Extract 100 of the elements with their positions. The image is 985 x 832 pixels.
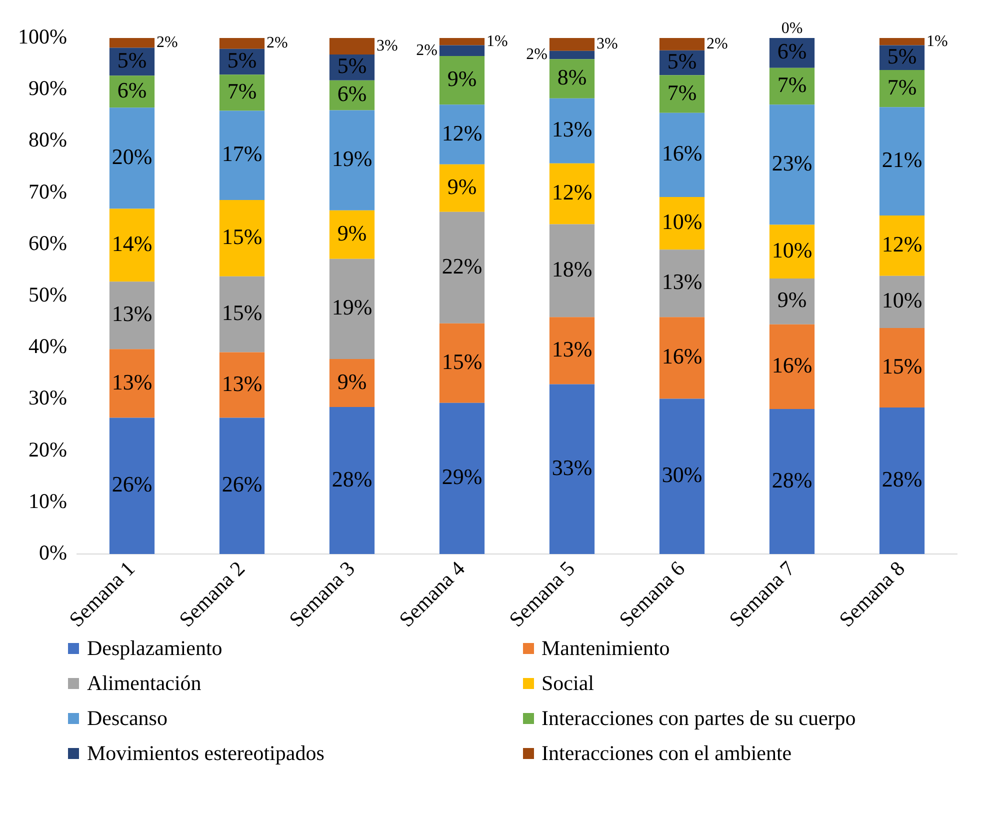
y-tick-label: 40% bbox=[28, 334, 67, 358]
data-label: 6% bbox=[337, 81, 367, 106]
bar bbox=[659, 38, 705, 50]
y-tick-label: 30% bbox=[28, 386, 67, 410]
data-label: 20% bbox=[112, 144, 152, 170]
data-label: 28% bbox=[772, 467, 812, 492]
data-label: 13% bbox=[222, 370, 262, 396]
y-tick-label: 60% bbox=[28, 230, 67, 255]
bar bbox=[769, 324, 815, 410]
bar bbox=[549, 384, 595, 554]
data-label: 8% bbox=[557, 64, 587, 90]
bar bbox=[329, 38, 375, 55]
data-label: 13% bbox=[662, 269, 702, 294]
data-label: 2% bbox=[526, 46, 548, 64]
data-label: 28% bbox=[332, 466, 372, 492]
y-tick-label: 50% bbox=[28, 282, 67, 307]
data-label: 16% bbox=[662, 344, 702, 369]
data-label: 10% bbox=[662, 209, 702, 234]
bar bbox=[329, 110, 375, 210]
bar bbox=[219, 38, 265, 49]
y-tick-label: 0% bbox=[38, 540, 67, 565]
data-label: 3% bbox=[376, 37, 398, 54]
bar bbox=[109, 349, 155, 418]
data-label: 13% bbox=[112, 369, 152, 394]
data-label: 26% bbox=[222, 472, 262, 497]
data-label: 9% bbox=[447, 66, 477, 92]
data-label: 9% bbox=[777, 287, 807, 312]
data-label: 15% bbox=[222, 300, 262, 326]
y-tick-label: 10% bbox=[28, 488, 67, 513]
bar bbox=[659, 112, 705, 197]
legend-label: Movimientos estereotipados bbox=[87, 741, 324, 766]
data-label: 18% bbox=[552, 256, 592, 282]
legend-label: Alimentación bbox=[87, 671, 202, 696]
bar bbox=[659, 398, 705, 554]
data-label: 2% bbox=[266, 34, 288, 52]
data-label: 33% bbox=[552, 454, 592, 480]
bar bbox=[439, 56, 485, 105]
bar bbox=[439, 323, 485, 403]
data-label: 6% bbox=[777, 38, 807, 64]
bar bbox=[109, 108, 155, 209]
data-label: 1% bbox=[926, 32, 948, 50]
bar bbox=[769, 409, 815, 554]
data-label: 5% bbox=[227, 48, 257, 73]
bar bbox=[879, 407, 925, 554]
bar bbox=[879, 328, 925, 408]
y-tick-label: 20% bbox=[28, 437, 67, 462]
data-label: 2% bbox=[416, 42, 438, 59]
data-label: 23% bbox=[772, 150, 812, 176]
data-label: 29% bbox=[442, 464, 482, 490]
data-label: 12% bbox=[552, 180, 592, 205]
bar bbox=[109, 418, 155, 554]
data-label: 28% bbox=[882, 466, 922, 492]
bar bbox=[329, 258, 375, 359]
bar bbox=[219, 352, 265, 418]
data-label: 2% bbox=[706, 35, 728, 52]
bar bbox=[879, 70, 925, 108]
data-label: 22% bbox=[442, 253, 482, 278]
data-label: 19% bbox=[332, 146, 372, 172]
legend-label: Interacciones con partes de su cuerpo bbox=[542, 706, 856, 731]
data-label: 13% bbox=[552, 336, 592, 362]
data-label: 12% bbox=[442, 120, 482, 146]
legend-label: Interacciones con el ambiente bbox=[542, 741, 792, 766]
data-label: 15% bbox=[442, 348, 482, 374]
data-label: 6% bbox=[117, 77, 147, 102]
data-label: 2% bbox=[156, 34, 178, 52]
legend-label: Social bbox=[542, 671, 594, 696]
data-label: 7% bbox=[887, 74, 917, 100]
data-label: 13% bbox=[112, 301, 152, 326]
bar bbox=[439, 45, 485, 56]
bar bbox=[329, 358, 375, 407]
bar bbox=[769, 68, 815, 105]
bar bbox=[769, 224, 815, 278]
bar bbox=[109, 38, 155, 48]
bar bbox=[109, 208, 155, 282]
data-label: 17% bbox=[222, 141, 262, 166]
data-label: 13% bbox=[552, 116, 592, 142]
bar bbox=[109, 282, 155, 350]
bar bbox=[879, 276, 925, 328]
bar bbox=[549, 163, 595, 224]
data-label: 10% bbox=[772, 237, 812, 262]
data-label: 7% bbox=[227, 78, 257, 104]
y-tick-label: 90% bbox=[28, 76, 67, 100]
bar bbox=[219, 418, 265, 554]
bar bbox=[879, 107, 925, 216]
legend-label: Mantenimiento bbox=[542, 636, 670, 661]
bar bbox=[439, 104, 485, 164]
bar bbox=[219, 200, 265, 276]
bar bbox=[659, 196, 705, 250]
data-label: 9% bbox=[447, 174, 477, 199]
bar bbox=[769, 278, 815, 324]
data-label: 10% bbox=[882, 288, 922, 313]
data-label: 5% bbox=[887, 43, 917, 68]
bar bbox=[549, 59, 595, 98]
bar bbox=[549, 317, 595, 384]
bar bbox=[439, 164, 485, 212]
data-label: 3% bbox=[596, 36, 618, 53]
data-label: 16% bbox=[772, 352, 812, 378]
data-label: 19% bbox=[332, 294, 372, 320]
bar bbox=[549, 98, 595, 164]
bar bbox=[439, 212, 485, 324]
